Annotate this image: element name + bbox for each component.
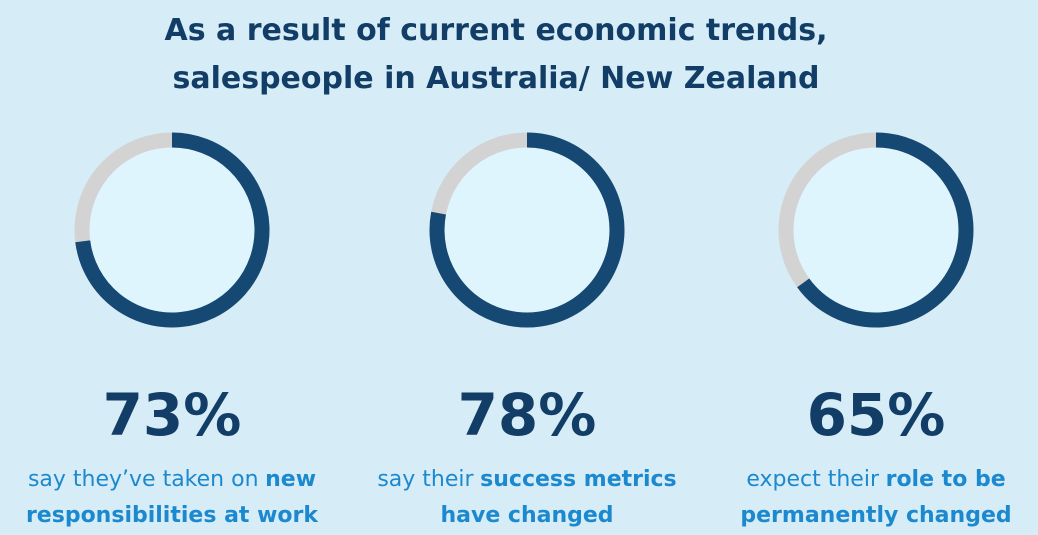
caption-segment: success metrics — [480, 467, 677, 492]
caption-line: have changed — [440, 503, 613, 528]
title-line: salespeople in Australia/ New Zealand — [173, 61, 820, 96]
title-line: As a result of current economic trends, — [164, 13, 827, 48]
caption-segment: say they’ve taken on — [28, 467, 259, 492]
caption-segment: say their — [377, 467, 474, 492]
donut-arc — [75, 132, 270, 328]
value-label: 73% — [103, 381, 242, 449]
donut-center — [82, 140, 262, 320]
caption-line: expect their role to be — [746, 467, 1005, 492]
caption-segment: expect their — [746, 467, 880, 492]
value-label: 65% — [807, 381, 946, 449]
caption-line: responsibilities at work — [26, 503, 319, 528]
caption-segment: have changed — [440, 503, 613, 528]
caption-segment: responsibilities at work — [26, 503, 319, 528]
caption-line: say their success metrics — [377, 467, 676, 492]
caption-line: say they’ve taken on new — [28, 467, 316, 492]
caption-segment: role to be — [886, 467, 1006, 492]
caption-segment: new — [265, 467, 316, 492]
donut-center — [437, 140, 617, 320]
caption-line: permanently changed — [740, 503, 1011, 528]
caption-segment: permanently changed — [740, 503, 1011, 528]
donut-arc — [797, 132, 974, 328]
donut-center — [786, 140, 966, 320]
donut-arc — [429, 132, 625, 328]
value-label: 78% — [458, 381, 597, 449]
